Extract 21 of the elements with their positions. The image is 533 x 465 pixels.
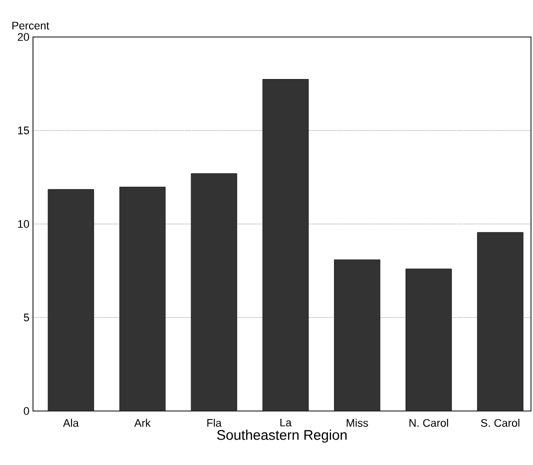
bar	[477, 232, 524, 411]
y-tick-label: 20	[18, 33, 30, 41]
y-axis-title: Percent	[12, 22, 50, 30]
bar	[191, 174, 237, 411]
x-tick-label: N. Carol	[409, 418, 448, 427]
y-tick-label: 10	[18, 220, 30, 228]
bar	[48, 189, 94, 411]
bar	[406, 268, 452, 411]
bar	[120, 186, 166, 411]
x-tick-label: La	[280, 418, 292, 426]
x-axis-title: Southeastern Region	[217, 430, 347, 443]
x-tick-label: Fla	[207, 418, 222, 427]
x-tick-label: S. Carol	[480, 418, 520, 427]
y-tick-label: 15	[18, 126, 30, 134]
bar	[334, 260, 380, 411]
bar	[262, 79, 308, 411]
x-tick-label: Ark	[134, 418, 151, 427]
y-tick-label: 0	[24, 407, 30, 415]
y-tick-label: 5	[24, 314, 30, 322]
x-tick-label: Ala	[63, 418, 79, 427]
x-tick-label: Miss	[346, 418, 368, 427]
